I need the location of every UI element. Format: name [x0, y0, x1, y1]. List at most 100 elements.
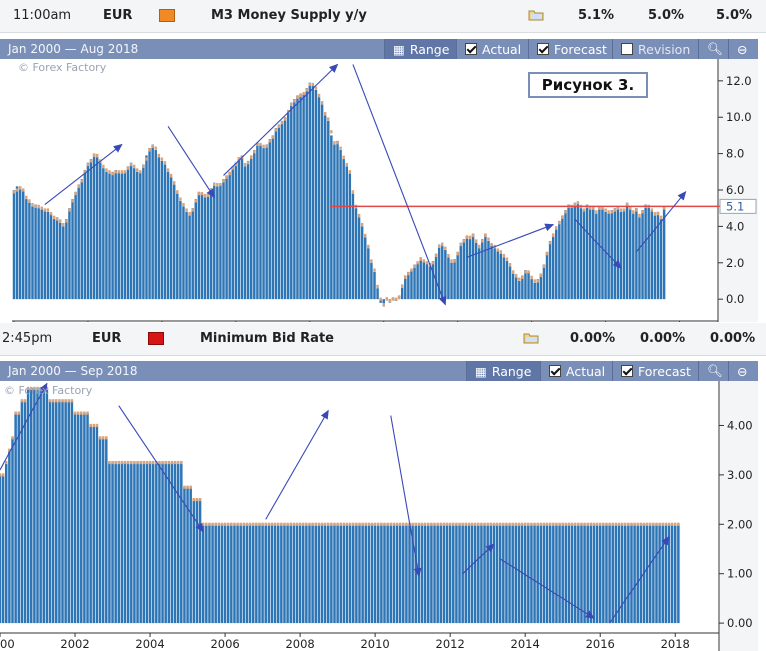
- actual-bar: [410, 270, 413, 300]
- forecast-marker: [481, 239, 484, 243]
- forecast-marker: [645, 522, 649, 526]
- actual-toggle[interactable]: Actual: [456, 39, 528, 59]
- forecast-marker: [364, 522, 368, 526]
- actual-bar: [370, 524, 374, 624]
- forecast-marker: [377, 522, 380, 526]
- forecast-marker: [570, 522, 574, 526]
- actual-bar: [28, 202, 31, 300]
- actual-bar: [233, 524, 236, 624]
- actual-bar: [425, 262, 429, 300]
- forecast-marker: [620, 522, 624, 526]
- forecast-marker: [431, 261, 435, 265]
- folder-icon[interactable]: [528, 8, 544, 21]
- forecast-marker: [592, 522, 596, 526]
- forecast-marker: [417, 522, 421, 526]
- actual-bar: [602, 524, 605, 624]
- forecast-marker: [464, 522, 468, 526]
- forecast-marker: [145, 157, 148, 161]
- forecast-marker: [486, 522, 489, 526]
- actual-bar: [419, 257, 422, 300]
- revision-checkbox[interactable]: [621, 43, 633, 55]
- actual-bar: [276, 524, 280, 624]
- zoom-in-icon: 🔍︎: [707, 41, 723, 56]
- actual-bar: [523, 524, 527, 624]
- forecast-marker: [15, 188, 19, 192]
- actual-bar: [505, 260, 509, 300]
- actual-bar: [86, 162, 90, 300]
- forecast-marker: [170, 460, 174, 465]
- event-row-bid-rate[interactable]: 2:45pm EUR Minimum Bid Rate 0.00% 0.00% …: [0, 323, 766, 356]
- event-row-m3[interactable]: 11:00am EUR M3 Money Supply y/y 5.1% 5.0…: [0, 0, 766, 33]
- forecast-marker: [145, 460, 149, 465]
- forecast-marker: [425, 261, 429, 265]
- forecast-checkbox[interactable]: [621, 365, 633, 377]
- actual-checkbox[interactable]: [465, 43, 477, 55]
- event-name[interactable]: M3 Money Supply y/y: [211, 8, 367, 23]
- forecast-marker: [206, 193, 210, 198]
- actual-bar: [450, 262, 453, 300]
- actual-bar: [222, 179, 225, 300]
- actual-bar: [431, 260, 435, 300]
- forecast-marker: [667, 522, 671, 526]
- actual-bar: [620, 524, 624, 624]
- forecast-marker: [462, 239, 466, 243]
- zoom-in-button[interactable]: 🔍︎: [698, 361, 728, 381]
- actual-checkbox[interactable]: [549, 365, 561, 377]
- range-button[interactable]: ▦ Range: [384, 39, 456, 59]
- range-button[interactable]: ▦ Range: [466, 361, 540, 381]
- event-actual: 0.00%: [570, 331, 616, 346]
- actual-toggle[interactable]: Actual: [540, 361, 612, 381]
- actual-bar: [355, 524, 358, 624]
- forecast-marker: [586, 522, 589, 526]
- actual-bar: [573, 524, 577, 624]
- forecast-marker: [102, 164, 105, 168]
- forecast-marker: [117, 460, 121, 465]
- zoom-in-button[interactable]: 🔍︎: [698, 39, 728, 59]
- actual-bar: [166, 171, 170, 300]
- actual-bar: [533, 524, 536, 624]
- forecast-marker: [499, 250, 503, 254]
- forecast-marker: [455, 522, 458, 526]
- forecast-marker: [48, 399, 52, 403]
- actual-bar: [342, 159, 345, 300]
- actual-bar: [89, 425, 92, 624]
- actual-bar: [465, 235, 469, 300]
- actual-bar: [405, 524, 408, 624]
- forecast-marker: [373, 268, 376, 272]
- forecast-marker: [468, 235, 472, 239]
- y-tick-label: 12.0: [726, 74, 752, 88]
- forecast-toggle[interactable]: Forecast: [528, 39, 612, 59]
- revision-toggle[interactable]: Revision: [612, 39, 698, 59]
- forecast-marker: [474, 239, 478, 243]
- actual-bar: [437, 244, 441, 300]
- actual-bar: [36, 388, 39, 624]
- actual-bar: [333, 524, 336, 624]
- actual-bar: [514, 524, 518, 624]
- actual-bar: [101, 437, 105, 624]
- forecast-checkbox[interactable]: [537, 43, 549, 55]
- actual-bar: [22, 190, 25, 300]
- actual-bar: [592, 206, 595, 300]
- trend-arrow: [390, 415, 422, 578]
- forecast-marker: [22, 188, 25, 192]
- event-forecast: 0.00%: [640, 331, 686, 346]
- forecast-marker: [286, 522, 289, 526]
- actual-bar: [95, 157, 99, 300]
- forecast-marker: [442, 522, 446, 526]
- actual-bar: [20, 400, 24, 624]
- y-tick-label: 8.0: [726, 147, 744, 161]
- actual-bar: [136, 462, 139, 624]
- forecast-toggle[interactable]: Forecast: [612, 361, 698, 381]
- actual-bar: [323, 524, 327, 624]
- forecast-marker: [311, 82, 315, 87]
- folder-icon[interactable]: [523, 331, 539, 344]
- forecast-marker: [652, 522, 655, 526]
- actual-bar: [17, 413, 21, 624]
- forecast-marker: [211, 522, 214, 526]
- event-name[interactable]: Minimum Bid Rate: [200, 331, 334, 346]
- zoom-out-button[interactable]: ⊖: [728, 39, 758, 59]
- actual-bar: [259, 144, 262, 300]
- zoom-out-button[interactable]: ⊖: [728, 361, 758, 381]
- forecast-marker: [592, 206, 595, 210]
- x-tick-label: 2010: [360, 637, 389, 651]
